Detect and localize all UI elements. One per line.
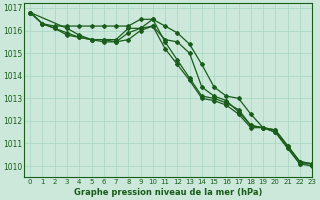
X-axis label: Graphe pression niveau de la mer (hPa): Graphe pression niveau de la mer (hPa) [74, 188, 262, 197]
